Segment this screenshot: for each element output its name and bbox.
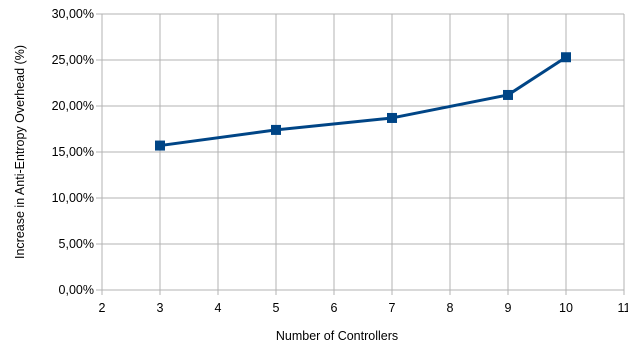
axes	[96, 13, 625, 295]
x-tick-labels: 2 3 4 5 6 7 8 9 10 11	[99, 301, 628, 315]
y-axis-title: Increase in Anti-Entropy Overhead (%)	[13, 45, 27, 259]
x-tick-label: 7	[389, 301, 396, 315]
data-point-marker	[155, 140, 165, 151]
data-point-marker	[271, 124, 281, 135]
y-tick-label: 5,00%	[59, 237, 94, 251]
x-tick-label: 4	[215, 301, 222, 315]
x-tick-label: 2	[99, 301, 106, 315]
y-tick-labels: 0,00% 5,00% 10,00% 15,00% 20,00% 25,00% 30,00%	[52, 7, 94, 297]
data-point-marker	[387, 112, 397, 123]
y-tick-label: 10,00%	[52, 191, 94, 205]
series-group	[155, 52, 571, 151]
series-line	[159, 55, 567, 148]
x-tick-label: 11	[618, 301, 628, 315]
y-tick-label: 25,00%	[52, 53, 94, 67]
y-tick-label: 0,00%	[59, 283, 94, 297]
x-tick-label: 3	[157, 301, 164, 315]
data-point-marker	[561, 52, 571, 63]
x-tick-label: 6	[331, 301, 338, 315]
y-tick-label: 20,00%	[52, 99, 94, 113]
x-axis-title: Number of Controllers	[276, 329, 398, 343]
x-tick-label: 5	[273, 301, 280, 315]
x-tick-label: 8	[447, 301, 454, 315]
grid-lines	[101, 13, 625, 291]
data-point-marker	[503, 89, 513, 100]
x-tick-label: 10	[559, 301, 573, 315]
y-tick-label: 30,00%	[52, 7, 94, 21]
y-tick-label: 15,00%	[52, 145, 94, 159]
x-tick-label: 9	[505, 301, 512, 315]
